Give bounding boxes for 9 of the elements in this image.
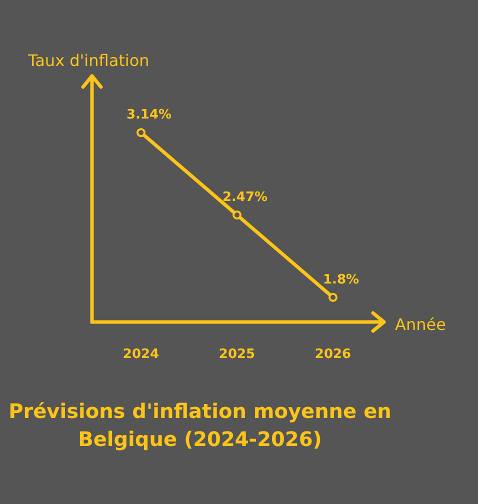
x-tick-label: 2026 <box>314 347 352 362</box>
data-label: 1.8% <box>322 272 360 288</box>
data-label: 2.47% <box>222 190 268 205</box>
text: Prévisions d'inflation moyenne en Belgique (2024-2026) <box>8 399 392 451</box>
x-axis-title: Année <box>395 315 446 334</box>
y-axis-title: Taux d'inflation <box>27 51 150 70</box>
data-label: 3.14% <box>126 108 172 123</box>
x-tick-label: 2025 <box>218 347 256 362</box>
x-tick-label: 2024 <box>122 347 160 362</box>
